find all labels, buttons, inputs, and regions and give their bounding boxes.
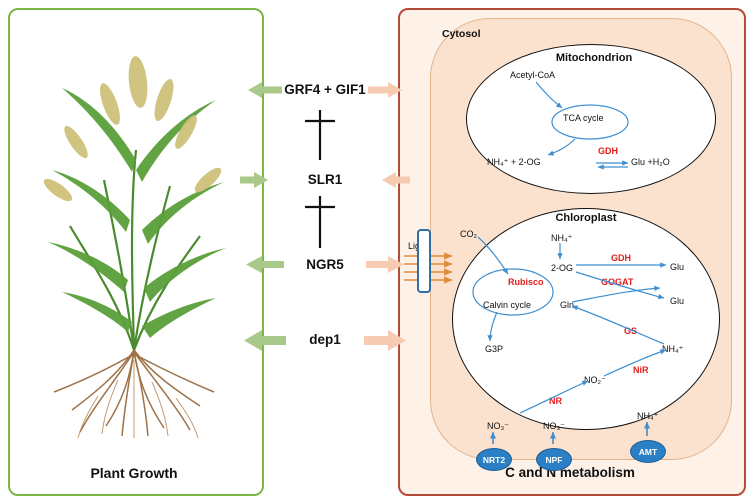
- node-glu-top: Glu: [670, 262, 685, 272]
- mitochondrion-title: Mitochondrion: [555, 52, 633, 64]
- node-acetyl-coa: Acetyl-CoA: [510, 70, 556, 80]
- enzyme-nir: NiR: [633, 365, 649, 375]
- transporter-npf[interactable]: NPF: [536, 448, 572, 471]
- light-label: Light: [408, 241, 428, 251]
- inhibition-slr1-ngr5: [305, 196, 335, 248]
- enzyme-gogat: GOGAT: [601, 277, 634, 287]
- inhibition-grf4-slr1: [305, 110, 335, 160]
- gene-label-slr1: SLR1: [307, 172, 343, 187]
- enzyme-gdh-mito: GDH: [598, 146, 618, 156]
- cytosol-label: Cytosol: [442, 28, 481, 40]
- node-tca-cycle: TCA cycle: [563, 113, 604, 123]
- node-calvin-cycle: Calvin cycle: [483, 300, 532, 310]
- transporter-amt-label: AMT: [638, 446, 658, 457]
- node-nh4-bottom: NH₄⁺: [662, 344, 684, 354]
- node-glu-h2o: Glu +H₂O: [631, 157, 670, 167]
- gene-label-dep1: dep1: [309, 332, 341, 347]
- transporter-nrt2-label: NRT2: [482, 454, 506, 465]
- rice-plant-illustration: [18, 30, 250, 450]
- node-gln: Gln: [560, 300, 575, 310]
- metabolism-caption: C and N metabolism: [505, 465, 635, 480]
- node-nh4-2og: NH₄⁺ + 2-OG: [487, 157, 541, 167]
- chloroplast-shape: [452, 208, 720, 430]
- enzyme-gdh-chloro: GDH: [611, 253, 631, 263]
- node-glu-bottom: Glu: [670, 296, 685, 306]
- substrate-nh4-amt: NH₄⁺: [637, 411, 659, 421]
- node-no2: NO₂⁻: [584, 375, 606, 385]
- enzyme-nr: NR: [549, 396, 562, 406]
- node-co2: CO₂: [460, 229, 477, 239]
- gene-label-ngr5: NGR5: [306, 257, 344, 272]
- transporter-amt[interactable]: AMT: [630, 440, 666, 463]
- node-nh4-top: NH₄⁺: [551, 233, 573, 243]
- node-g3p: G3P: [485, 344, 504, 354]
- chloroplast-title: Chloroplast: [555, 212, 617, 224]
- plant-growth-caption: Plant Growth: [90, 465, 178, 481]
- enzyme-gs: GS: [624, 326, 638, 336]
- substrate-no3-npf: NO₃⁻: [543, 421, 565, 431]
- enzyme-rubisco: Rubisco: [508, 277, 544, 287]
- transporter-nrt2[interactable]: NRT2: [476, 448, 512, 471]
- substrate-no3-nrt2: NO₃⁻: [487, 421, 509, 431]
- gene-label-grf4-gif1: GRF4 + GIF1: [284, 82, 366, 97]
- node-2og: 2-OG: [551, 263, 574, 273]
- transporter-npf-label: NPF: [545, 454, 563, 465]
